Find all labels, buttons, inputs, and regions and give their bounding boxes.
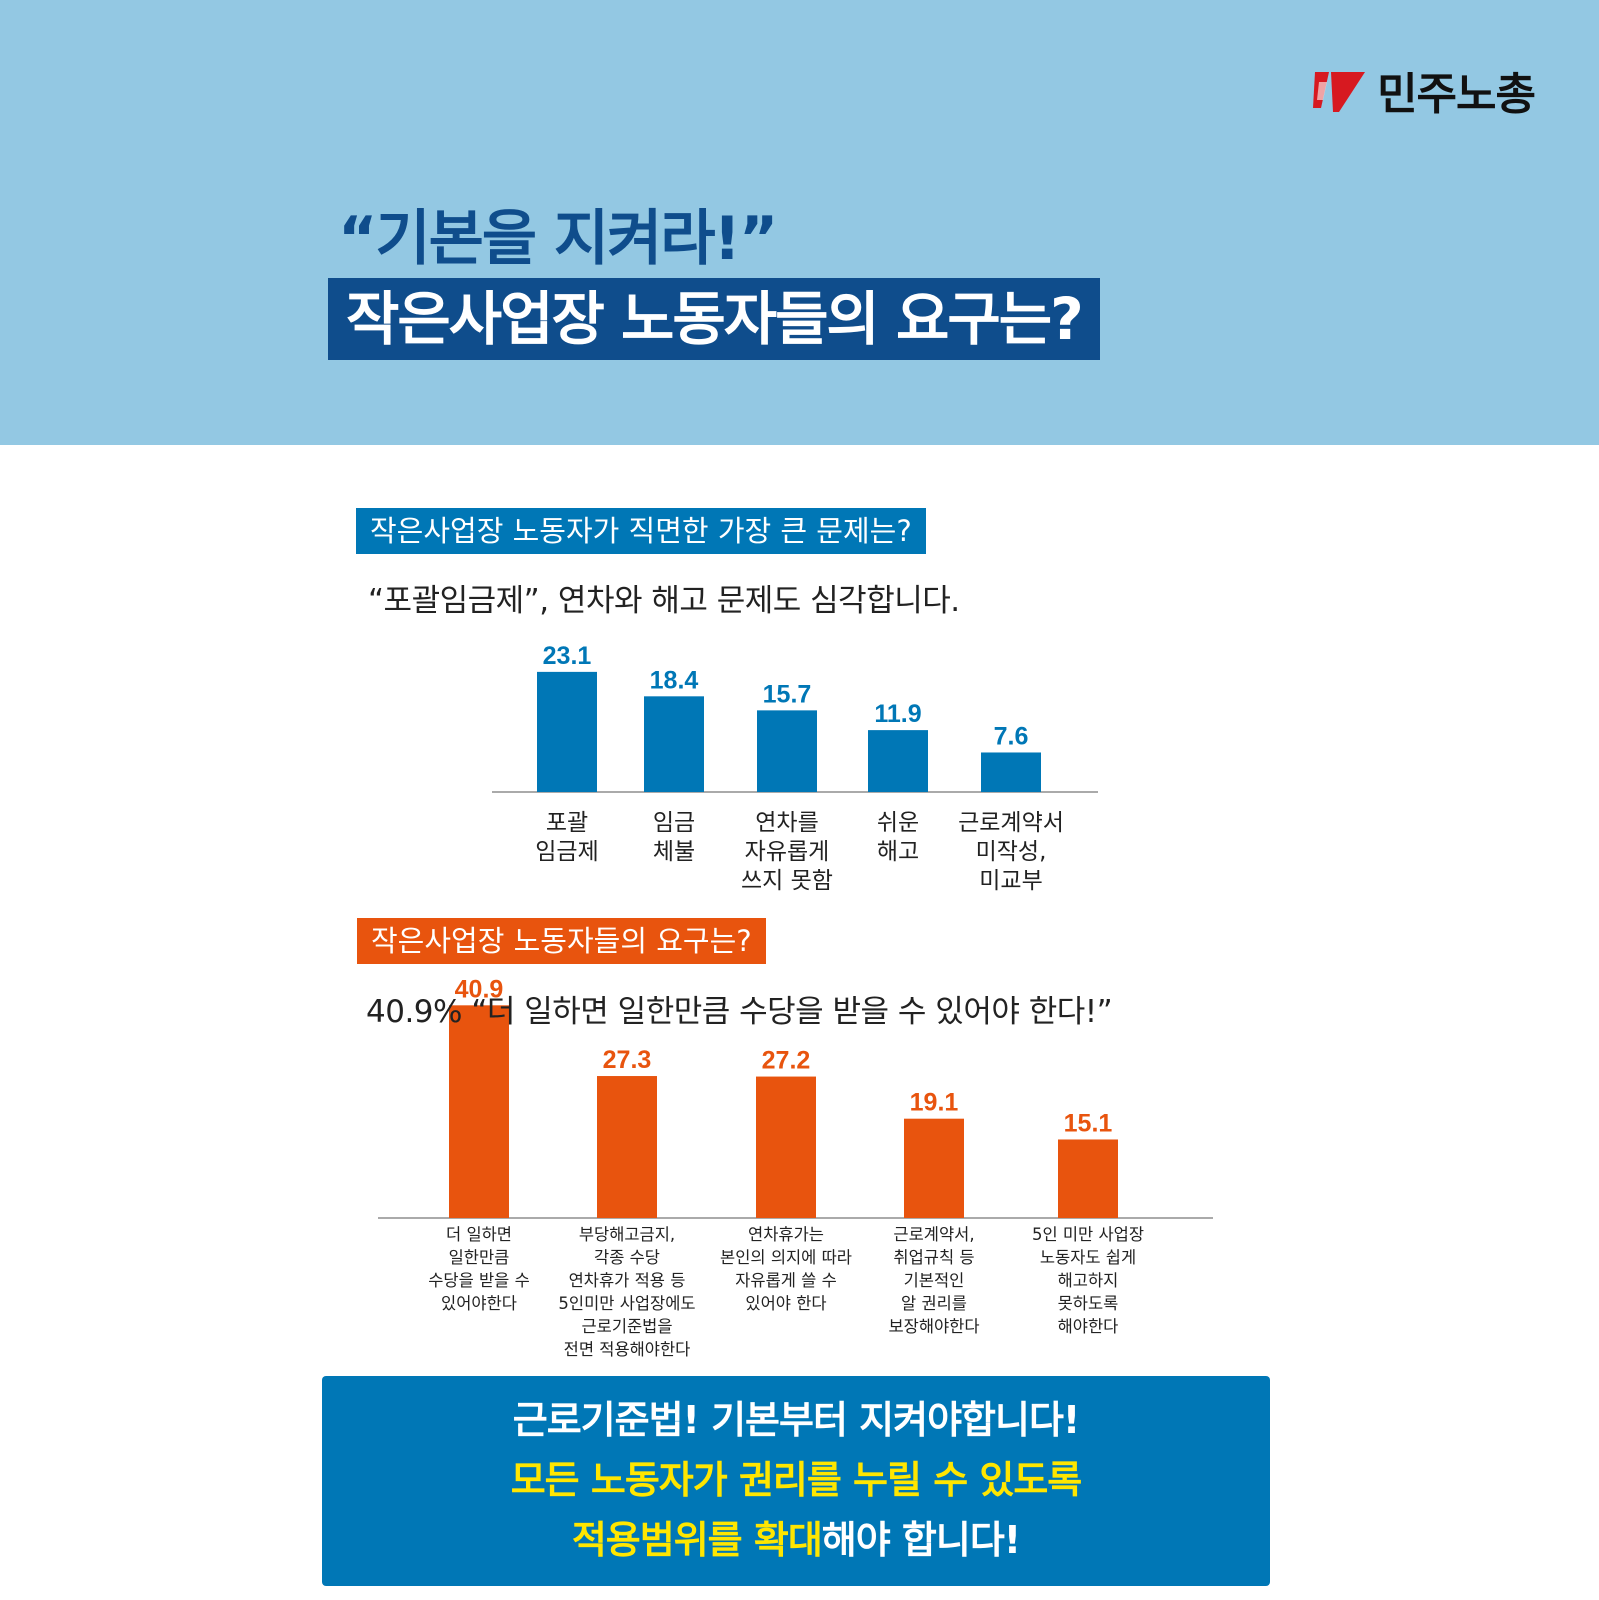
- category-label-line: 5인미만 사업장에도: [558, 1294, 695, 1313]
- category-label-line: 각종 수당: [594, 1248, 660, 1267]
- main-title: 작은사업장 노동자들의 요구는?: [328, 278, 1100, 360]
- category-label-line: 쉬운: [877, 810, 919, 836]
- chart2-bar-2: [597, 1076, 657, 1218]
- chart2-bar-1: [449, 1005, 509, 1218]
- chart1-bar-1: [537, 671, 597, 792]
- category-label-line: 해고하지: [1058, 1271, 1119, 1290]
- category-label-line: 해야한다: [1058, 1317, 1119, 1336]
- section2-subtitle: 40.9% “더 일하면 일한만큼 수당을 받을 수 있어야 한다!”: [366, 994, 1113, 1030]
- cta-line-2: 모든 노동자가 권리를 누릴 수 있도록: [510, 1458, 1083, 1502]
- chart1-value-label-4: 11.9: [874, 700, 921, 728]
- chart1-value-label-2: 18.4: [650, 666, 699, 694]
- section1-label: 작은사업장 노동자가 직면한 가장 큰 문제는?: [356, 508, 926, 554]
- chart2-value-label-1: 40.9: [455, 975, 504, 1003]
- category-label-line: 근로계약서: [958, 810, 1064, 836]
- category-label-line: 못하도록: [1058, 1294, 1119, 1313]
- cta-line-3-highlight: 적용범위를 확대: [571, 1518, 823, 1562]
- category-label-line: 연차휴가 적용 등: [569, 1271, 686, 1290]
- category-label-line: 체불: [653, 839, 695, 865]
- category-label-line: 부당해고금지,: [579, 1225, 675, 1244]
- category-label-line: 자유롭게: [745, 839, 830, 865]
- category-label-line: 미교부: [979, 868, 1042, 894]
- category-label-line: 연차를: [755, 810, 818, 836]
- category-label-line: 본인의 의지에 따라: [720, 1248, 852, 1267]
- category-label-line: 일한만큼: [449, 1248, 510, 1267]
- kctu-logo-icon: [1313, 72, 1366, 112]
- chart2-value-label-3: 27.2: [762, 1047, 811, 1075]
- cta-line-3: 적용범위를 확대해야 합니다!: [322, 1510, 1270, 1570]
- category-label-line: 근로계약서,: [893, 1225, 974, 1244]
- category-label-line: 포괄: [546, 810, 588, 836]
- chart1-bar-5: [981, 752, 1041, 792]
- chart2-bar-3: [756, 1076, 816, 1218]
- category-label-line: 자유롭게 쓸 수: [735, 1271, 837, 1290]
- chart2-bar-4: [904, 1118, 964, 1218]
- category-label-line: 전면 적용해야한다: [564, 1340, 691, 1359]
- category-label-line: 있어야한다: [441, 1294, 517, 1313]
- header-banner: 민주노총 “기본을 지켜라!” 작은사업장 노동자들의 요구는?: [0, 0, 1599, 445]
- category-label-line: 기본적인: [904, 1271, 965, 1290]
- brand-logo: 민주노총: [1311, 62, 1536, 120]
- chart1-value-label-1: 23.1: [543, 642, 592, 670]
- chart1-value-label-5: 7.6: [994, 722, 1029, 750]
- chart1-bar-4: [868, 730, 928, 792]
- category-label-line: 쓰지 못함: [741, 868, 833, 894]
- category-label-line: 미작성,: [976, 839, 1047, 865]
- chart2-value-label-2: 27.3: [603, 1046, 652, 1074]
- quote-title: “기본을 지켜라!”: [338, 204, 778, 274]
- category-label-line: 알 권리를: [901, 1294, 967, 1313]
- category-label-line: 5인 미만 사업장: [1032, 1225, 1144, 1244]
- chart2-value-label-5: 15.1: [1064, 1109, 1113, 1137]
- category-label-line: 더 일하면: [446, 1225, 512, 1244]
- category-label-line: 연차휴가는: [748, 1225, 824, 1244]
- category-label-line: 취업규칙 등: [893, 1248, 974, 1267]
- category-label-line: 보장해야한다: [888, 1317, 979, 1336]
- brand-name: 민주노총: [1377, 69, 1536, 120]
- category-label-line: 해고: [877, 839, 919, 865]
- chart1-value-label-3: 15.7: [763, 680, 812, 708]
- chart1-bar-3: [757, 710, 817, 792]
- category-label-line: 임금: [653, 810, 695, 836]
- chart2-bar-5: [1058, 1139, 1118, 1218]
- chart2-value-label-4: 19.1: [910, 1089, 959, 1117]
- section1-subtitle: “포괄임금제”, 연차와 해고 문제도 심각합니다.: [368, 583, 960, 619]
- category-label-line: 노동자도 쉽게: [1040, 1248, 1136, 1267]
- cta-line-1: 근로기준법! 기본부터 지켜야합니다!: [512, 1398, 1081, 1442]
- cta-line-3-rest: 해야 합니다!: [821, 1518, 1021, 1562]
- chart1-bar-2: [644, 696, 704, 792]
- category-label-line: 근로기준법을: [581, 1317, 672, 1336]
- category-label-line: 있어야 한다: [745, 1294, 826, 1313]
- category-label-line: 수당을 받을 수: [428, 1271, 530, 1290]
- category-label-line: 임금제: [535, 839, 598, 865]
- section2-label: 작은사업장 노동자들의 요구는?: [357, 918, 766, 964]
- call-to-action-box: 근로기준법! 기본부터 지켜야합니다! 모든 노동자가 권리를 누릴 수 있도록…: [322, 1376, 1270, 1586]
